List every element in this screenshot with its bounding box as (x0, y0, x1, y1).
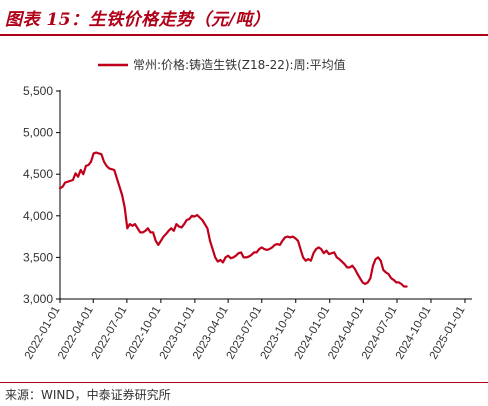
title-divider (0, 34, 488, 36)
y-tick-label: 4,500 (23, 167, 53, 181)
x-tick-label: 2024-04-01 (326, 305, 366, 362)
x-tick-label: 2024-10-01 (394, 305, 434, 362)
x-tick-label: 2022-04-01 (56, 305, 96, 362)
y-tick-label: 3,500 (23, 250, 53, 264)
source-divider (0, 382, 488, 383)
figure-title: 图表 15：生铁价格走势（元/吨） (5, 10, 271, 30)
series-line-pig-iron-price (58, 151, 408, 288)
x-tick-label: 2022-07-01 (90, 305, 130, 362)
legend-label: 常州:价格:铸造生铁(Z18-22):周:平均值 (133, 57, 346, 72)
x-tick-label: 2024-07-01 (360, 305, 400, 362)
source-note: 来源：WIND，中泰证券研究所 (5, 388, 171, 402)
x-tick-label: 2024-01-01 (293, 305, 333, 362)
x-tick-label: 2023-04-01 (191, 305, 231, 362)
x-tick-label: 2023-10-01 (259, 305, 299, 362)
line-chart: 常州:价格:铸造生铁(Z18-22):周:平均值 3,000 3,500 4,000 4… (23, 57, 472, 362)
x-tick-label: 2022-10-01 (124, 305, 164, 362)
x-tick-label: 2023-07-01 (225, 305, 265, 362)
y-tick-label: 3,000 (23, 292, 53, 306)
x-tick-label: 2025-01-01 (428, 305, 468, 362)
y-tick-label: 5,000 (23, 126, 53, 140)
y-tick-label: 5,500 (23, 84, 53, 98)
y-tick-label: 4,000 (23, 209, 53, 223)
